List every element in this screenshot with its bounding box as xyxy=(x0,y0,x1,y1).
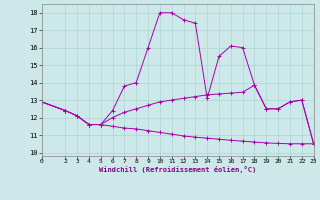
X-axis label: Windchill (Refroidissement éolien,°C): Windchill (Refroidissement éolien,°C) xyxy=(99,166,256,173)
